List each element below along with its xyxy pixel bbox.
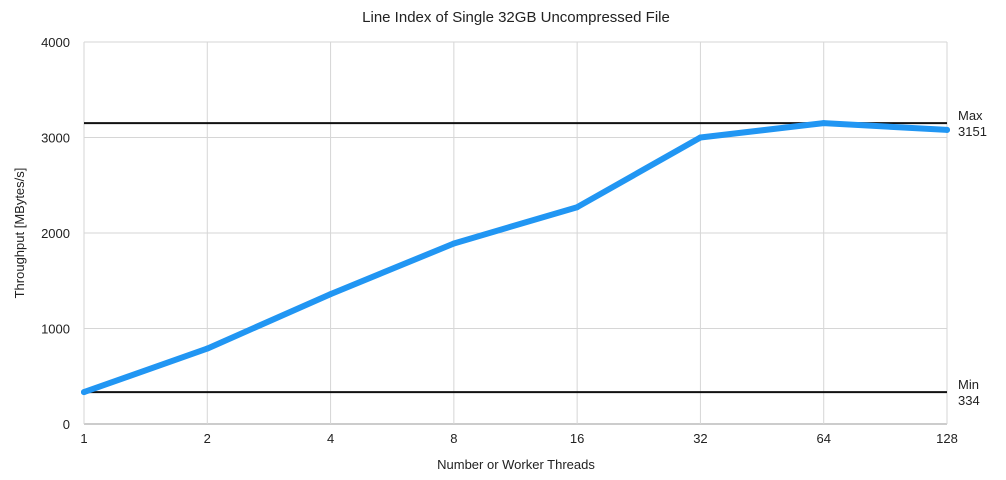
x-tick-label: 64 bbox=[816, 431, 830, 446]
series-line bbox=[81, 120, 950, 396]
data-point bbox=[450, 240, 457, 247]
series-layer bbox=[81, 120, 950, 396]
x-tick-label: 2 bbox=[204, 431, 211, 446]
y-tick-labels: 0 1000 2000 3000 4000 bbox=[41, 35, 70, 432]
data-point bbox=[327, 291, 334, 298]
grid-layer bbox=[83, 41, 948, 425]
x-tick-label: 16 bbox=[570, 431, 584, 446]
x-tick-label: 32 bbox=[693, 431, 707, 446]
y-axis-label: Throughput [MBytes/s] bbox=[12, 168, 27, 299]
y-tick-label: 4000 bbox=[41, 35, 70, 50]
chart-title: Line Index of Single 32GB Uncompressed F… bbox=[362, 9, 670, 26]
data-point bbox=[81, 389, 87, 396]
data-point bbox=[204, 345, 211, 352]
data-point bbox=[697, 134, 704, 141]
x-axis-label: Number or Worker Threads bbox=[437, 457, 595, 472]
data-point bbox=[944, 126, 950, 133]
x-tick-labels: 1 2 4 8 16 32 64 128 bbox=[80, 431, 957, 446]
x-tick-label: 128 bbox=[936, 431, 958, 446]
data-point bbox=[574, 204, 581, 211]
reference-label-max: Max bbox=[958, 108, 983, 123]
x-tick-label: 8 bbox=[450, 431, 457, 446]
reference-label-min: Min bbox=[958, 377, 979, 392]
reference-value-max: 3151 bbox=[958, 124, 987, 139]
y-tick-label: 2000 bbox=[41, 226, 70, 241]
y-tick-label: 3000 bbox=[41, 131, 70, 146]
y-tick-label: 0 bbox=[63, 417, 70, 432]
data-point bbox=[820, 120, 827, 127]
x-tick-label: 1 bbox=[80, 431, 87, 446]
reference-value-min: 334 bbox=[958, 393, 980, 408]
y-tick-label: 1000 bbox=[41, 322, 70, 337]
x-tick-label: 4 bbox=[327, 431, 334, 446]
